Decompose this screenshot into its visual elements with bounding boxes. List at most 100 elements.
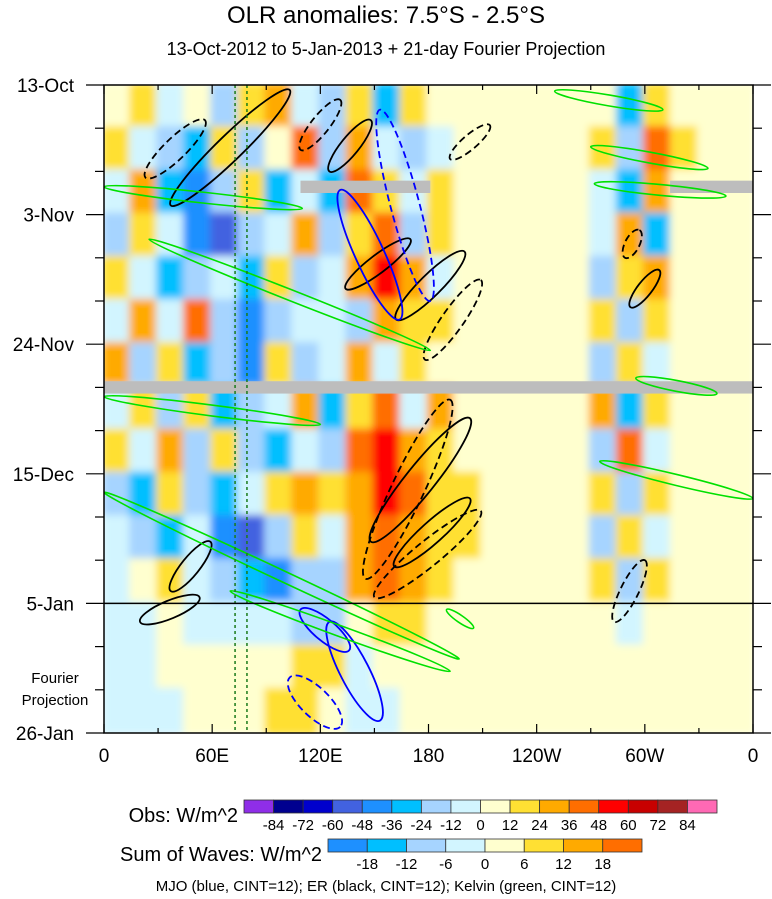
heatmap-cell <box>453 169 485 217</box>
obs-colorbar-label: 72 <box>650 817 667 834</box>
heatmap-cell <box>615 644 647 692</box>
heatmap-cell <box>156 85 188 131</box>
heatmap-cell <box>372 515 404 563</box>
heatmap-cell <box>615 558 647 606</box>
heatmap-cell <box>345 687 377 733</box>
kelvin-contour <box>104 184 304 211</box>
heatmap-cell <box>426 428 458 476</box>
heatmap-cell <box>264 558 296 606</box>
heatmap-cell <box>210 299 242 347</box>
heatmap-cell <box>318 255 350 303</box>
kelvin-contour <box>445 608 475 630</box>
waves-colorbar-box <box>563 838 604 853</box>
heatmap-cell <box>480 515 512 563</box>
heatmap-cell <box>183 212 215 260</box>
obs-colorbar-box <box>302 799 334 814</box>
heatmap-cell <box>507 644 539 692</box>
obs-colorbar-box <box>687 799 718 814</box>
heatmap-cell <box>104 212 134 260</box>
heatmap-cell <box>507 515 539 563</box>
obs-colorbar-label: 0 <box>476 817 484 834</box>
heatmap-cell <box>372 687 404 733</box>
obs-colorbar-box <box>657 799 688 814</box>
heatmap-cell <box>345 558 377 606</box>
er-contour <box>362 398 454 580</box>
heatmap-cell <box>129 428 161 476</box>
heatmap-cell <box>615 601 647 649</box>
heatmap-cell <box>399 299 431 347</box>
heatmap-cell <box>696 212 728 260</box>
heatmap-cell <box>183 299 215 347</box>
heatmap-cell <box>237 85 269 131</box>
heatmap-cell <box>561 212 593 260</box>
obs-colorbar-box <box>273 799 304 814</box>
waves-colorbar-label: -18 <box>356 856 378 873</box>
er-contour <box>298 98 343 152</box>
heatmap-cell <box>372 471 404 519</box>
colorbars: -84 -72 -60 -48 -36 -24 -12 0 12 24 36 48 60 72 84Obs:… <box>120 799 718 873</box>
heatmap-cell <box>480 428 512 476</box>
heatmap-cell <box>615 471 647 519</box>
heatmap-cell <box>399 85 431 131</box>
obs-colorbar-box <box>243 799 274 814</box>
heatmap-cell <box>480 558 512 606</box>
heatmap-cell <box>291 428 323 476</box>
heatmap-cell <box>561 255 593 303</box>
heatmap-cell <box>399 644 431 692</box>
heatmap-cell <box>696 687 728 733</box>
heatmap-cell <box>534 515 566 563</box>
kelvin-contour <box>148 238 432 352</box>
chart-subtitle: 13-Oct-2012 to 5-Jan-2013 + 21-day Fouri… <box>166 39 606 59</box>
heatmap-cell <box>696 428 728 476</box>
kelvin-contour <box>598 459 753 501</box>
heatmap-cell <box>588 126 620 174</box>
heatmap-cell <box>426 212 458 260</box>
er-contour <box>621 228 643 260</box>
heatmap-cell <box>318 212 350 260</box>
er-contour <box>448 123 492 161</box>
kelvin-contour <box>589 144 709 171</box>
heatmap-cell <box>642 515 674 563</box>
heatmap-cell <box>588 169 620 217</box>
heatmap-cell <box>129 687 161 733</box>
heatmap-cell <box>534 299 566 347</box>
heatmap-cell <box>723 255 753 303</box>
heatmap-cell <box>696 644 728 692</box>
heatmap-cell <box>156 515 188 563</box>
contour-legend-note: MJO (blue, CINT=12); ER (black, CINT=12)… <box>155 878 617 895</box>
heatmap-cell <box>183 428 215 476</box>
heatmap-cell <box>642 471 674 519</box>
heatmap-cell <box>264 471 296 519</box>
missing-data-band <box>104 381 753 394</box>
heatmap-cell <box>345 428 377 476</box>
heatmap-cell <box>669 85 701 131</box>
heatmap-cell <box>210 644 242 692</box>
heatmap-cell <box>264 687 296 733</box>
waves-colorbar-title: Sum of Waves: W/m^2 <box>120 844 322 866</box>
heatmap-cell <box>561 299 593 347</box>
heatmap-cell <box>696 85 728 131</box>
waves-colorbar-box <box>602 838 643 853</box>
er-contour <box>611 559 648 624</box>
heatmap-cell <box>615 428 647 476</box>
mjo-contour <box>375 108 435 302</box>
projection-label: Fourier <box>31 670 79 687</box>
heatmap-cell <box>696 126 728 174</box>
heatmap-cell <box>156 644 188 692</box>
obs-colorbar-box <box>420 799 452 814</box>
heatmap-cell <box>129 126 161 174</box>
heatmap-cell <box>507 558 539 606</box>
reference-lines <box>104 85 753 733</box>
heatmap-cell <box>669 601 701 649</box>
heatmap-cell <box>588 255 620 303</box>
kelvin-contour <box>593 180 727 199</box>
kelvin-contour <box>635 375 718 397</box>
heatmap-cell <box>104 299 134 347</box>
waves-colorbar-label: 12 <box>555 856 572 873</box>
obs-colorbar-box <box>332 799 363 814</box>
heatmap-cell <box>588 687 620 733</box>
heatmap-cell <box>426 558 458 606</box>
heatmap-cell <box>453 515 485 563</box>
heatmap-cell <box>561 601 593 649</box>
